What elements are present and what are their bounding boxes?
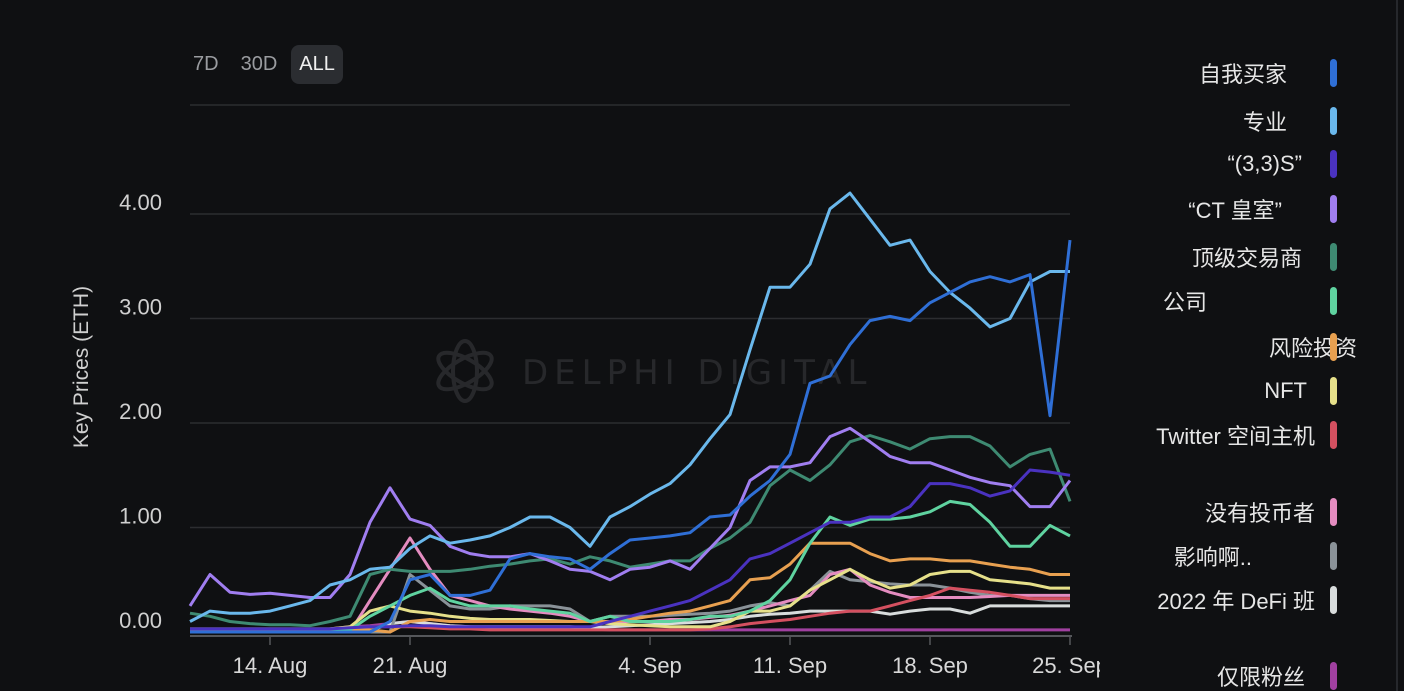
legend-label: 影响啊.. [1173, 545, 1252, 570]
legend-label: “(3,3)S” [1227, 151, 1302, 176]
legend-swatch [1330, 377, 1337, 405]
series-line[interactable] [190, 239, 1072, 634]
legend-label: 自我买家 [1198, 62, 1287, 87]
legend-item[interactable]: 仅限粉丝 [1217, 661, 1305, 691]
legend-item[interactable]: 影响啊.. [1174, 541, 1252, 571]
grid [190, 104, 1070, 529]
legend-item[interactable]: 2022 年 DeFi 班 [1157, 585, 1315, 615]
legend-swatch [1330, 662, 1337, 690]
legend-swatch [1330, 150, 1337, 178]
x-tick-label: 21. Aug [373, 653, 448, 678]
legend-swatch [1330, 498, 1337, 526]
legend-swatch [1330, 333, 1337, 361]
y-axis: 0.00 1.00 2.00 3.00 4.00 [119, 190, 162, 633]
line-chart: DELPHI DIGITAL 0.00 1.00 2.00 3.00 4.00 14. … [119, 104, 1100, 678]
x-tick-label: 11. Sep [753, 653, 827, 678]
series-line[interactable] [188, 426, 1072, 607]
legend-swatch [1330, 421, 1337, 449]
legend-item[interactable]: 风险投资 [1269, 332, 1357, 362]
legend-swatch [1330, 586, 1337, 614]
legend-label: 仅限粉丝 [1216, 665, 1305, 690]
range-all-button[interactable]: ALL [291, 45, 343, 84]
legend-item[interactable]: 自我买家 [1199, 58, 1287, 88]
x-tick-label: 18. Sep [892, 653, 968, 678]
legend-label: 没有投币者 [1204, 501, 1315, 526]
legend-item[interactable]: NFT [1264, 376, 1307, 406]
legend-label: 风险投资 [1268, 336, 1357, 361]
legend-swatch [1330, 287, 1337, 315]
legend-item[interactable]: 没有投币者 [1205, 497, 1315, 527]
y-tick-label: 2.00 [119, 399, 162, 424]
legend-label: 顶级交易商 [1191, 246, 1302, 271]
legend: 自我买家专业 “(3,3)S” “CT 皇室” 顶级交易商公司风险投资 NFT Twitt… [1090, 0, 1357, 691]
legend-swatch [1330, 195, 1337, 223]
range-30d-button[interactable]: 30D [233, 45, 286, 84]
series-line[interactable] [189, 434, 1072, 628]
delphi-logo-icon [436, 339, 494, 403]
legend-item[interactable]: 公司 [1163, 286, 1207, 316]
x-tick-label: 14. Aug [233, 653, 308, 678]
legend-label: “CT 皇室” [1188, 198, 1282, 223]
x-tick-label: 25. Sep [1032, 653, 1100, 678]
y-tick-label: 0.00 [119, 608, 162, 633]
watermark-text: DELPHI DIGITAL [522, 353, 872, 393]
panel-border [1396, 0, 1398, 691]
x-axis: 14. Aug 21. Aug 4. Sep 11. Sep 18. Sep 25. Se… [190, 635, 1100, 678]
legend-item[interactable]: 顶级交易商 [1192, 242, 1302, 272]
legend-swatch [1330, 107, 1337, 135]
legend-item[interactable]: “(3,3)S” [1227, 149, 1302, 179]
legend-label: 专业 [1242, 110, 1287, 135]
legend-swatch [1330, 542, 1337, 570]
x-tick-label: 4. Sep [618, 653, 682, 678]
legend-label: 2022 年 DeFi 班 [1157, 589, 1315, 614]
legend-label: Twitter 空间主机 [1156, 424, 1315, 449]
y-tick-label: 4.00 [119, 190, 162, 215]
legend-item[interactable]: “CT 皇室” [1188, 194, 1282, 224]
legend-swatch [1330, 243, 1337, 271]
series-line[interactable] [189, 191, 1070, 623]
series-lines [188, 191, 1072, 634]
series-line[interactable] [190, 468, 1071, 631]
legend-item[interactable]: Twitter 空间主机 [1156, 420, 1315, 450]
legend-label: 公司 [1162, 290, 1207, 315]
legend-label: NFT [1264, 378, 1307, 403]
legend-item[interactable]: 专业 [1243, 106, 1287, 136]
legend-swatch [1330, 59, 1337, 87]
range-selector: 7D 30D ALL [185, 45, 343, 84]
y-tick-label: 3.00 [119, 295, 162, 320]
range-7d-button[interactable]: 7D [185, 45, 227, 84]
y-tick-label: 1.00 [119, 504, 162, 529]
